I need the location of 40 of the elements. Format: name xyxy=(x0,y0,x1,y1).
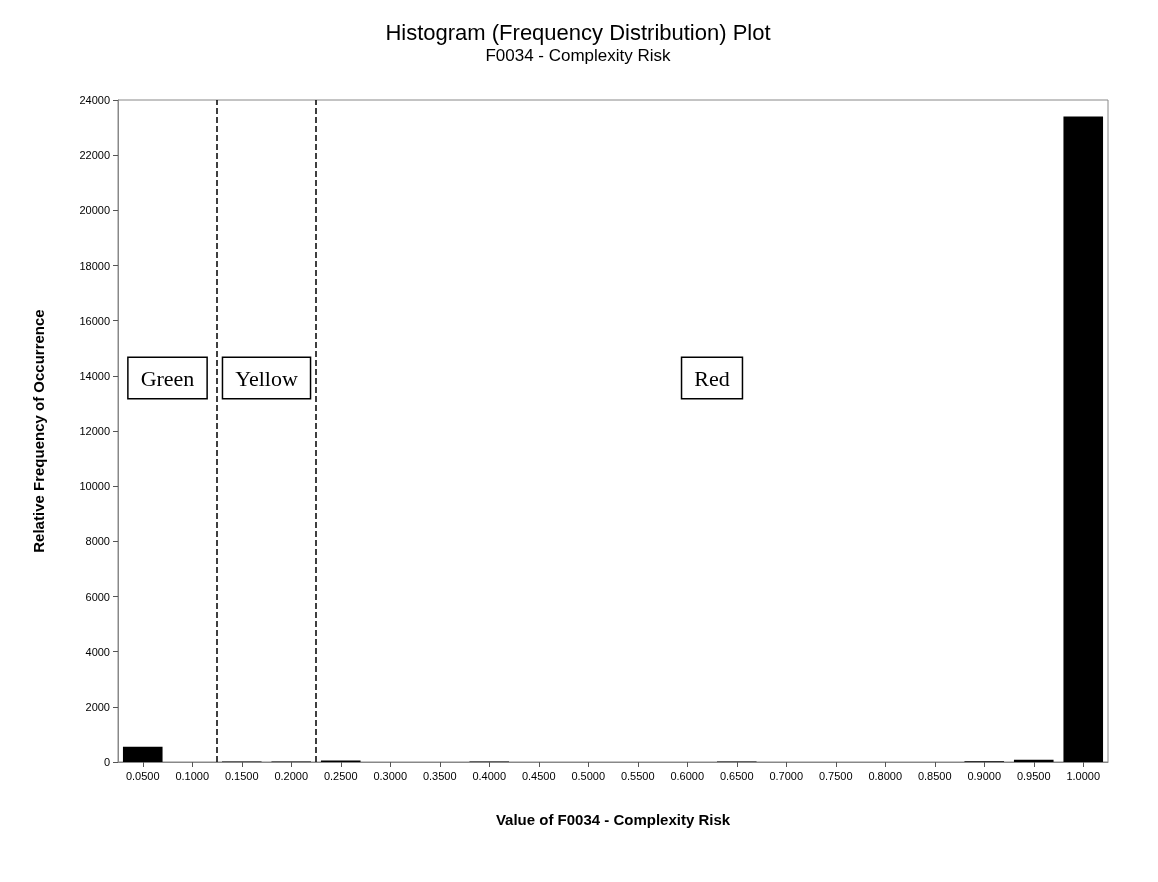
x-tick-label: 0.0500 xyxy=(125,769,160,782)
x-tick-label: 0.1500 xyxy=(224,769,259,782)
y-tick-label: 20000 xyxy=(79,204,110,217)
y-tick-label: 12000 xyxy=(79,425,110,437)
x-tick-label: 0.4500 xyxy=(521,769,556,782)
y-tick-label: 2000 xyxy=(85,700,110,713)
x-tick-label: 0.4000 xyxy=(472,769,507,782)
chart-title: Histogram (Frequency Distribution) Plot xyxy=(385,19,771,45)
y-tick-label: 4000 xyxy=(85,645,110,658)
x-tick-label: 0.1000 xyxy=(175,769,210,782)
y-tick-label: 18000 xyxy=(79,259,110,272)
x-tick-label: 0.9500 xyxy=(1016,769,1051,782)
x-tick-label: 0.9000 xyxy=(967,769,1002,782)
x-tick-label: 0.3500 xyxy=(422,769,457,782)
x-tick-label: 0.3000 xyxy=(373,769,408,782)
y-axis-title: Relative Frequency of Occurrence xyxy=(30,309,47,553)
x-tick-label: 0.8500 xyxy=(917,769,952,782)
annotation: Yellow xyxy=(235,365,298,391)
x-tick-label: 0.2500 xyxy=(323,769,358,782)
y-tick-label: 22000 xyxy=(79,149,110,162)
x-tick-label: 0.5500 xyxy=(620,769,655,782)
y-tick-label: 10000 xyxy=(79,480,110,493)
y-tick-label: 6000 xyxy=(85,590,110,603)
y-tick-label: 16000 xyxy=(79,314,110,327)
x-tick-label: 0.7500 xyxy=(818,769,853,782)
x-tick-label: 0.7000 xyxy=(769,769,804,782)
annotation: Green xyxy=(140,365,195,391)
x-tick-label: 0.6000 xyxy=(670,769,705,782)
y-tick-label: 14000 xyxy=(79,369,110,382)
x-tick-label: 0.8000 xyxy=(868,769,903,782)
x-tick-label: 0.5000 xyxy=(571,769,606,782)
x-tick-label: 1.0000 xyxy=(1066,769,1101,782)
x-tick-label: 0.6500 xyxy=(719,769,754,782)
y-tick-label: 0 xyxy=(103,756,110,768)
y-tick-label: 24000 xyxy=(79,94,110,106)
chart-subtitle: F0034 - Complexity Risk xyxy=(485,46,672,65)
y-tick-label: 8000 xyxy=(85,535,110,548)
x-axis-title: Value of F0034 - Complexity Risk xyxy=(495,811,731,828)
annotation: Red xyxy=(694,365,730,391)
x-tick-label: 0.2000 xyxy=(274,769,309,782)
